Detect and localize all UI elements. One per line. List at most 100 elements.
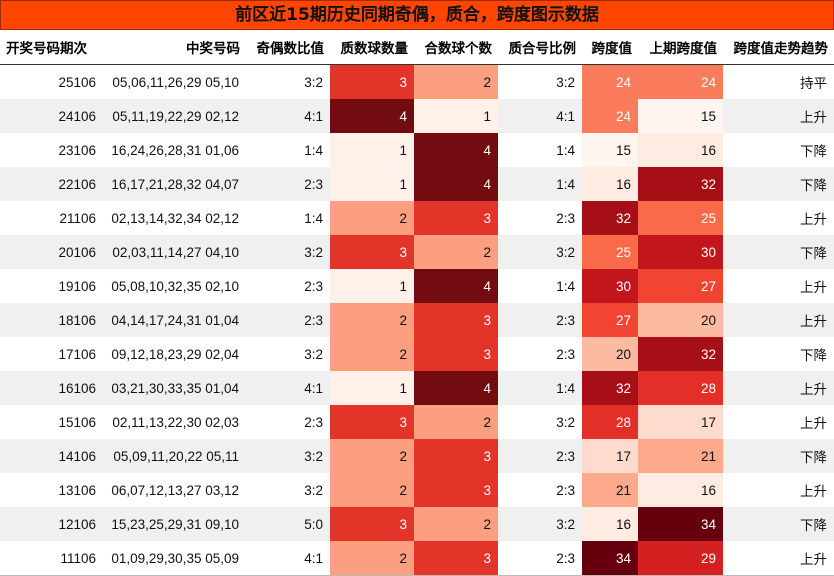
- cell-trend: 下降: [723, 439, 834, 473]
- cell-numbers: 03,21,30,33,35 01,04: [103, 371, 246, 405]
- cell-span: 17: [582, 439, 638, 473]
- header-odd-even: 奇偶数比值: [246, 30, 330, 65]
- table-row: 19106 05,08,10,32,35 02,10 2:3 1 4 1:4 30 27 上升: [0, 269, 834, 303]
- cell-numbers: 16,24,26,28,31 01,06: [103, 133, 246, 167]
- cell-composite-count: 2: [414, 507, 498, 541]
- cell-prime-count: 1: [330, 269, 414, 303]
- table-row: 16106 03,21,30,33,35 01,04 4:1 1 4 1:4 32 28 上升: [0, 371, 834, 405]
- cell-odd-even: 2:3: [246, 303, 330, 337]
- cell-trend: 上升: [723, 269, 834, 303]
- cell-span: 16: [582, 507, 638, 541]
- cell-prime-count: 3: [330, 235, 414, 269]
- cell-odd-even: 4:1: [246, 371, 330, 405]
- cell-prev-span: 15: [638, 99, 723, 133]
- cell-numbers: 09,12,18,23,29 02,04: [103, 337, 246, 371]
- table-row: 17106 09,12,18,23,29 02,04 3:2 2 3 2:3 20 32 下降: [0, 337, 834, 371]
- cell-period: 13106: [0, 473, 103, 507]
- cell-span: 21: [582, 473, 638, 507]
- cell-span: 27: [582, 303, 638, 337]
- cell-composite-count: 2: [414, 64, 498, 99]
- header-prime-count: 质数球数量: [330, 30, 414, 65]
- table-row: 14106 05,09,11,20,22 05,11 3:2 2 3 2:3 17 21 下降: [0, 439, 834, 473]
- cell-prime-ratio: 3:2: [498, 507, 582, 541]
- cell-odd-even: 3:2: [246, 64, 330, 99]
- cell-prime-ratio: 2:3: [498, 337, 582, 371]
- cell-composite-count: 3: [414, 303, 498, 337]
- cell-prev-span: 25: [638, 201, 723, 235]
- header-composite-count: 合数球个数: [414, 30, 498, 65]
- cell-trend: 上升: [723, 201, 834, 235]
- cell-composite-count: 4: [414, 167, 498, 201]
- cell-composite-count: 4: [414, 269, 498, 303]
- table-row: 11106 01,09,29,30,35 05,09 4:1 2 3 2:3 34 29 上升: [0, 541, 834, 576]
- cell-odd-even: 4:1: [246, 99, 330, 133]
- cell-trend: 下降: [723, 235, 834, 269]
- header-trend: 跨度值走势趋势: [723, 30, 834, 65]
- cell-period: 19106: [0, 269, 103, 303]
- cell-trend: 上升: [723, 541, 834, 576]
- cell-composite-count: 4: [414, 371, 498, 405]
- cell-composite-count: 4: [414, 133, 498, 167]
- cell-span: 32: [582, 201, 638, 235]
- cell-span: 15: [582, 133, 638, 167]
- cell-trend: 下降: [723, 507, 834, 541]
- cell-prime-count: 2: [330, 439, 414, 473]
- cell-trend: 上升: [723, 405, 834, 439]
- cell-prime-ratio: 2:3: [498, 473, 582, 507]
- cell-prime-count: 1: [330, 371, 414, 405]
- cell-period: 24106: [0, 99, 103, 133]
- header-prev-span: 上期跨度值: [638, 30, 723, 65]
- cell-prev-span: 32: [638, 337, 723, 371]
- cell-trend: 上升: [723, 371, 834, 405]
- cell-prev-span: 16: [638, 473, 723, 507]
- cell-prime-count: 4: [330, 99, 414, 133]
- cell-period: 11106: [0, 541, 103, 576]
- cell-trend: 上升: [723, 473, 834, 507]
- cell-prime-count: 2: [330, 303, 414, 337]
- cell-prime-ratio: 1:4: [498, 133, 582, 167]
- cell-prime-count: 1: [330, 167, 414, 201]
- cell-prime-ratio: 2:3: [498, 201, 582, 235]
- cell-numbers: 06,07,12,13,27 03,12: [103, 473, 246, 507]
- cell-numbers: 05,08,10,32,35 02,10: [103, 269, 246, 303]
- cell-period: 12106: [0, 507, 103, 541]
- cell-period: 18106: [0, 303, 103, 337]
- cell-composite-count: 3: [414, 337, 498, 371]
- cell-period: 23106: [0, 133, 103, 167]
- cell-prime-count: 3: [330, 64, 414, 99]
- cell-numbers: 02,13,14,32,34 02,12: [103, 201, 246, 235]
- cell-prime-count: 2: [330, 201, 414, 235]
- cell-prev-span: 34: [638, 507, 723, 541]
- cell-odd-even: 1:4: [246, 133, 330, 167]
- cell-numbers: 01,09,29,30,35 05,09: [103, 541, 246, 576]
- cell-span: 20: [582, 337, 638, 371]
- header-prime-ratio: 质合号比例: [498, 30, 582, 65]
- cell-prime-count: 3: [330, 507, 414, 541]
- cell-composite-count: 2: [414, 405, 498, 439]
- cell-numbers: 02,03,11,14,27 04,10: [103, 235, 246, 269]
- cell-prime-count: 2: [330, 541, 414, 576]
- cell-period: 14106: [0, 439, 103, 473]
- cell-odd-even: 4:1: [246, 541, 330, 576]
- cell-span: 16: [582, 167, 638, 201]
- cell-composite-count: 3: [414, 541, 498, 576]
- cell-composite-count: 3: [414, 439, 498, 473]
- cell-prev-span: 20: [638, 303, 723, 337]
- table-row: 18106 04,14,17,24,31 01,04 2:3 2 3 2:3 27 20 上升: [0, 303, 834, 337]
- cell-prev-span: 27: [638, 269, 723, 303]
- cell-prev-span: 16: [638, 133, 723, 167]
- table-row: 12106 15,23,25,29,31 09,10 5:0 3 2 3:2 16 34 下降: [0, 507, 834, 541]
- cell-span: 24: [582, 99, 638, 133]
- cell-period: 22106: [0, 167, 103, 201]
- cell-prime-ratio: 1:4: [498, 371, 582, 405]
- table-row: 24106 05,11,19,22,29 02,12 4:1 4 1 4:1 24 15 上升: [0, 99, 834, 133]
- cell-period: 20106: [0, 235, 103, 269]
- cell-span: 25: [582, 235, 638, 269]
- cell-prime-ratio: 1:4: [498, 269, 582, 303]
- cell-period: 16106: [0, 371, 103, 405]
- table-row: 22106 16,17,21,28,32 04,07 2:3 1 4 1:4 16 32 下降: [0, 167, 834, 201]
- cell-trend: 下降: [723, 337, 834, 371]
- cell-trend: 持平: [723, 64, 834, 99]
- data-table: 开奖号码期次 中奖号码 奇偶数比值 质数球数量 合数球个数 质合号比例 跨度值 …: [0, 30, 834, 576]
